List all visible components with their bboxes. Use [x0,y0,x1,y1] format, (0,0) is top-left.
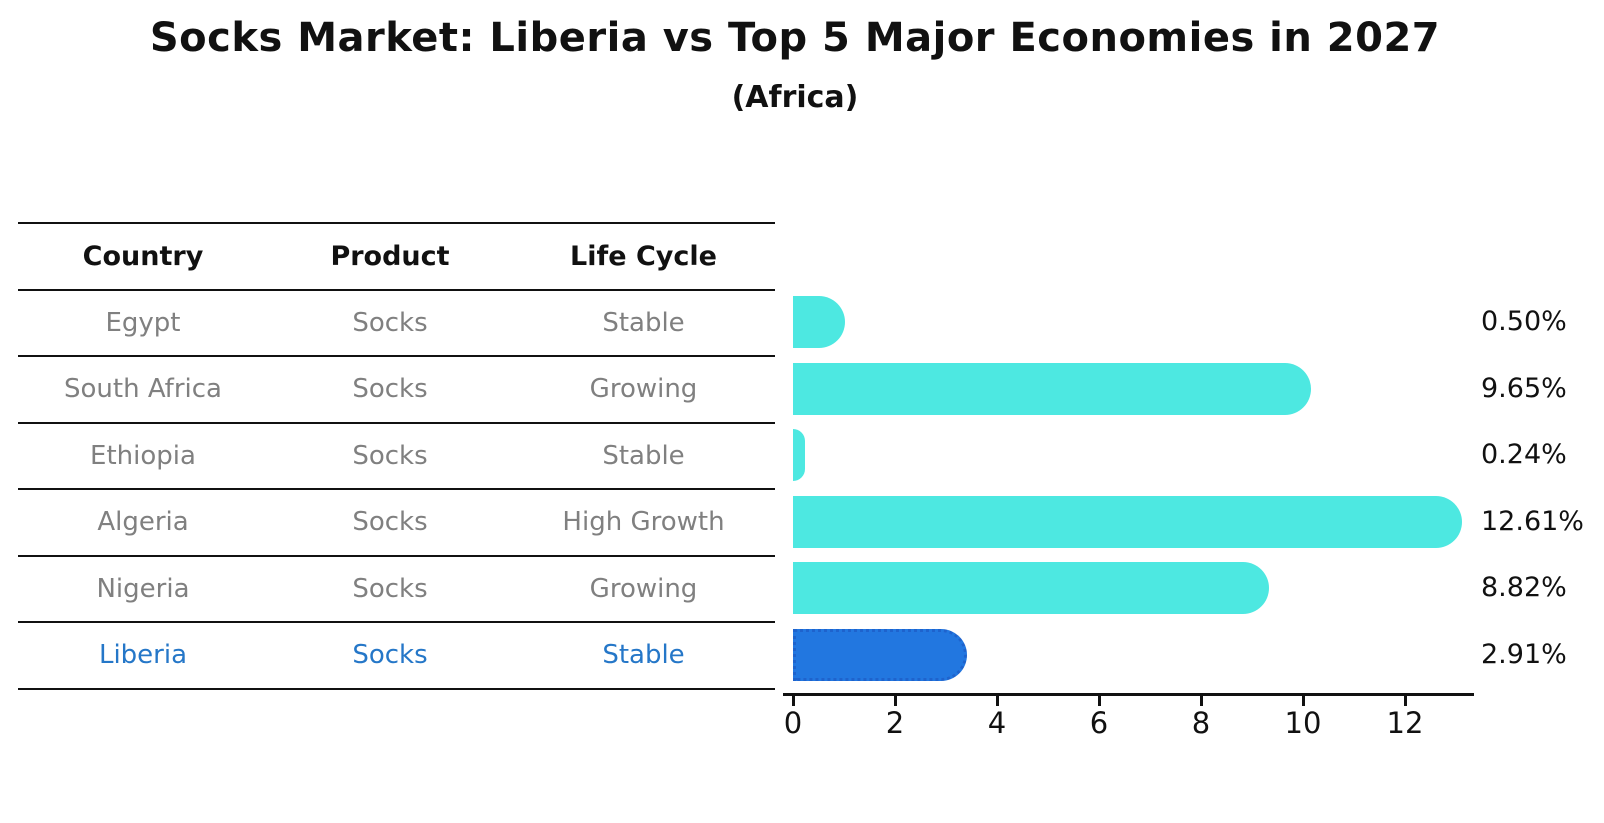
value-label-south-africa: 9.65% [1481,372,1567,404]
bar-algeria [793,495,1463,548]
x-tick-0 [792,696,795,706]
table-row-nigeria-cell-2: Growing [589,573,698,604]
table-header-row-cell-1: Product [330,240,450,272]
x-tick-label-8: 8 [1191,706,1211,740]
table-row-ethiopia-cell-2: Stable [602,440,685,471]
table-row-liberia-cell-1: Socks [352,640,428,671]
table-row-liberia: Liberia Socks Stable [18,621,775,690]
x-tick-10 [1302,696,1305,706]
bar-nigeria [793,562,1269,615]
table-row-ethiopia: Ethiopia Socks Stable [18,421,775,489]
table-header-row-cell-0: Country [82,240,204,272]
table-header-row: Country Product Life Cycle [18,222,775,289]
chart-title: Socks Market: Liberia vs Top 5 Major Eco… [149,15,1441,61]
table-row-south-africa-cell-1: Socks [352,374,428,405]
x-tick-label-0: 0 [783,706,803,740]
x-tick-label-6: 6 [1089,706,1109,740]
table-row-south-africa-cell-2: Growing [589,374,698,405]
table-row-south-africa: South Africa Socks Growing [18,355,775,422]
table-row-algeria-cell-2: High Growth [562,507,725,538]
chart-subtitle: (Africa) [731,80,859,115]
value-label-ethiopia: 0.24% [1481,439,1567,471]
table-row-nigeria-cell-0: Nigeria [96,573,190,604]
value-label-egypt: 0.50% [1481,306,1567,338]
value-label-liberia: 2.91% [1481,638,1567,670]
table-row-egypt-cell-2: Stable [602,307,685,338]
table-row-egypt-cell-1: Socks [352,307,428,338]
x-tick-label-4: 4 [987,706,1007,740]
table-row-algeria: Algeria Socks High Growth [18,488,775,555]
x-tick-6 [1098,696,1101,706]
table-row-egypt: Egypt Socks Stable [18,288,775,356]
bar-liberia [793,628,968,681]
table-row-algeria-cell-1: Socks [352,507,428,538]
table-row-south-africa-cell-0: South Africa [64,374,222,405]
table-header-row-cell-2: Life Cycle [570,240,717,272]
table-row-liberia-cell-0: Liberia [98,640,188,671]
table-row-nigeria-cell-1: Socks [352,573,428,604]
x-axis-line [783,693,1474,696]
x-tick-4 [996,696,999,706]
table-row-ethiopia-cell-0: Ethiopia [90,440,196,471]
bar-south-africa [793,362,1312,415]
x-tick-12 [1404,696,1407,706]
x-tick-8 [1200,696,1203,706]
bar-ethiopia [793,429,806,482]
x-tick-2 [894,696,897,706]
table-row-egypt-cell-0: Egypt [105,307,181,338]
table-row-ethiopia-cell-1: Socks [352,440,428,471]
value-label-nigeria: 8.82% [1481,572,1567,604]
value-label-algeria: 12.61% [1481,505,1584,537]
country-table: Country Product Life Cycle Egypt Socks Stable… [18,222,775,690]
x-tick-label-12: 12 [1386,706,1424,740]
x-tick-label-2: 2 [885,706,905,740]
table-row-nigeria: Nigeria Socks Growing [18,554,775,622]
x-tick-label-10: 10 [1284,706,1322,740]
table-row-algeria-cell-0: Algeria [97,507,189,538]
bar-egypt [793,296,845,349]
table-row-liberia-cell-2: Stable [602,640,685,671]
